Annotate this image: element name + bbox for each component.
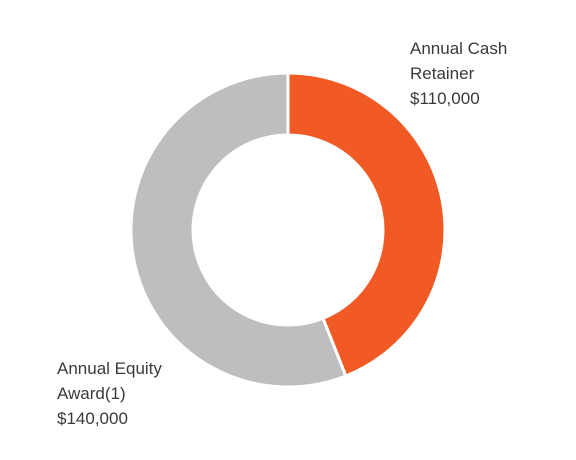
category-label: Annual Equity Award(1) bbox=[57, 359, 162, 403]
slice-label: Annual Cash Retainer $110,000 bbox=[410, 36, 545, 111]
donut-slice bbox=[286, 71, 447, 378]
slice-label: Annual Equity Award(1) $140,000 bbox=[57, 356, 197, 431]
donut-slice bbox=[129, 71, 348, 389]
value-label: $140,000 bbox=[57, 409, 128, 428]
category-label: Annual Cash Retainer bbox=[410, 39, 508, 83]
value-label: $110,000 bbox=[410, 89, 480, 108]
